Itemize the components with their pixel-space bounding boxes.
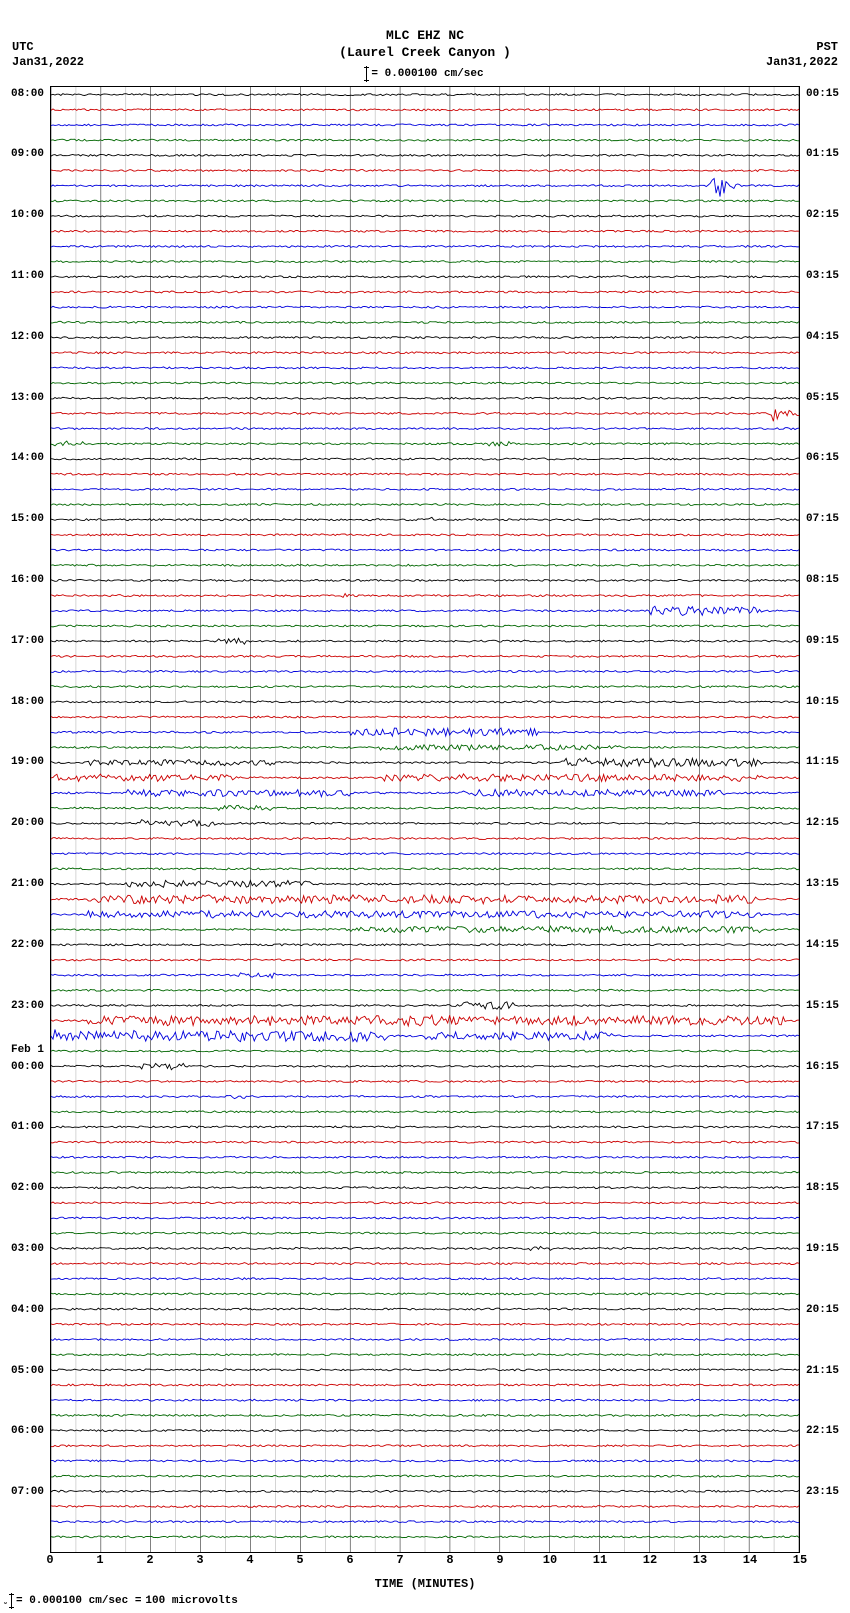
footer-scale-text-post: 100 microvolts (145, 1595, 237, 1607)
hour-label: 04:15 (804, 331, 850, 343)
x-tick: 9 (496, 1553, 503, 1567)
hour-label: 17:00 (0, 635, 46, 647)
hour-label: 22:15 (804, 1425, 850, 1437)
x-tick: 11 (593, 1553, 607, 1567)
hour-label: 10:00 (0, 209, 46, 221)
hour-label: 13:15 (804, 878, 850, 890)
footer-scale: ⏑ = 0.000100 cm/sec = 100 microvolts (4, 1593, 238, 1609)
hour-label: 16:00 (0, 574, 46, 586)
x-tick: 3 (196, 1553, 203, 1567)
location-name: (Laurel Creek Canyon ) (0, 45, 850, 62)
hour-label: 00:00 (0, 1061, 46, 1073)
tz-right-date: Jan31,2022 (766, 55, 838, 69)
hour-label: 23:15 (804, 1486, 850, 1498)
x-tick: 5 (296, 1553, 303, 1567)
day-change-label: Feb 1 (0, 1044, 46, 1056)
plot-area (50, 86, 800, 1553)
hour-label: 10:15 (804, 696, 850, 708)
hour-label: 13:00 (0, 392, 46, 404)
scale-header: = 0.000100 cm/sec (0, 66, 850, 86)
tick-mark-icon: ⏑ (4, 1599, 7, 1609)
hour-label: 09:15 (804, 635, 850, 647)
x-tick: 4 (246, 1553, 253, 1567)
seismogram-page: MLC EHZ NC (Laurel Creek Canyon ) = 0.00… (0, 0, 850, 1613)
hour-label: 09:00 (0, 148, 46, 160)
hour-label: 14:15 (804, 939, 850, 951)
x-tick: 6 (346, 1553, 353, 1567)
scale-bar-icon (366, 66, 367, 82)
hour-label: 21:15 (804, 1365, 850, 1377)
hour-label: 12:00 (0, 331, 46, 343)
hour-label: 19:15 (804, 1243, 850, 1255)
hour-label: 03:15 (804, 270, 850, 282)
hour-label: 01:15 (804, 148, 850, 160)
tz-right-label: PST (816, 40, 838, 54)
hour-label: 19:00 (0, 756, 46, 768)
hour-label: 20:00 (0, 817, 46, 829)
hour-label: 16:15 (804, 1061, 850, 1073)
hour-label: 12:15 (804, 817, 850, 829)
x-tick: 2 (146, 1553, 153, 1567)
hour-label: 22:00 (0, 939, 46, 951)
x-tick: 0 (46, 1553, 53, 1567)
x-tick: 1 (96, 1553, 103, 1567)
hour-label: 07:15 (804, 513, 850, 525)
x-tick: 14 (743, 1553, 757, 1567)
right-hour-labels: 00:15 01:15 02:15 03:15 04:15 05:15 06:15 07:15… (802, 86, 850, 1553)
hour-label: 02:00 (0, 1182, 46, 1194)
hour-label: 18:15 (804, 1182, 850, 1194)
x-tick: 8 (446, 1553, 453, 1567)
hour-label: 11:00 (0, 270, 46, 282)
hour-label: 20:15 (804, 1304, 850, 1316)
hour-label: 08:00 (0, 88, 46, 100)
hour-label: 01:00 (0, 1121, 46, 1133)
x-axis-label: TIME (MINUTES) (50, 1577, 800, 1591)
hour-label: 06:15 (804, 452, 850, 464)
hour-label: 15:00 (0, 513, 46, 525)
hour-label: 07:00 (0, 1486, 46, 1498)
tz-left-label: UTC (12, 40, 34, 54)
footer-scale-bar-icon (11, 1593, 12, 1609)
scale-header-text: = 0.000100 cm/sec (371, 68, 483, 80)
hour-label: 18:00 (0, 696, 46, 708)
x-tick: 7 (396, 1553, 403, 1567)
hour-label: 14:00 (0, 452, 46, 464)
x-tick: 13 (693, 1553, 707, 1567)
hour-label: 03:00 (0, 1243, 46, 1255)
hour-label: 23:00 (0, 1000, 46, 1012)
hour-label: 05:00 (0, 1365, 46, 1377)
header: MLC EHZ NC (Laurel Creek Canyon ) (0, 0, 850, 62)
hour-label: 08:15 (804, 574, 850, 586)
footer-scale-text-pre: = 0.000100 cm/sec = (16, 1595, 141, 1607)
hour-label: 17:15 (804, 1121, 850, 1133)
x-axis-ticks: 0123456789101112131415 (50, 1553, 800, 1575)
hour-label: 00:15 (804, 88, 850, 100)
hour-label: 04:00 (0, 1304, 46, 1316)
x-tick: 10 (543, 1553, 557, 1567)
hour-label: 11:15 (804, 756, 850, 768)
seismogram-svg (51, 87, 799, 1552)
station-name: MLC EHZ NC (0, 28, 850, 45)
tz-left-date: Jan31,2022 (12, 55, 84, 69)
hour-label: 06:00 (0, 1425, 46, 1437)
x-tick: 15 (793, 1553, 807, 1567)
hour-label: 15:15 (804, 1000, 850, 1012)
hour-label: 05:15 (804, 392, 850, 404)
x-tick: 12 (643, 1553, 657, 1567)
hour-label: 21:00 (0, 878, 46, 890)
hour-label: 02:15 (804, 209, 850, 221)
left-hour-labels: 08:00 09:00 10:00 11:00 12:00 13:00 14:00 15:00… (0, 86, 48, 1553)
